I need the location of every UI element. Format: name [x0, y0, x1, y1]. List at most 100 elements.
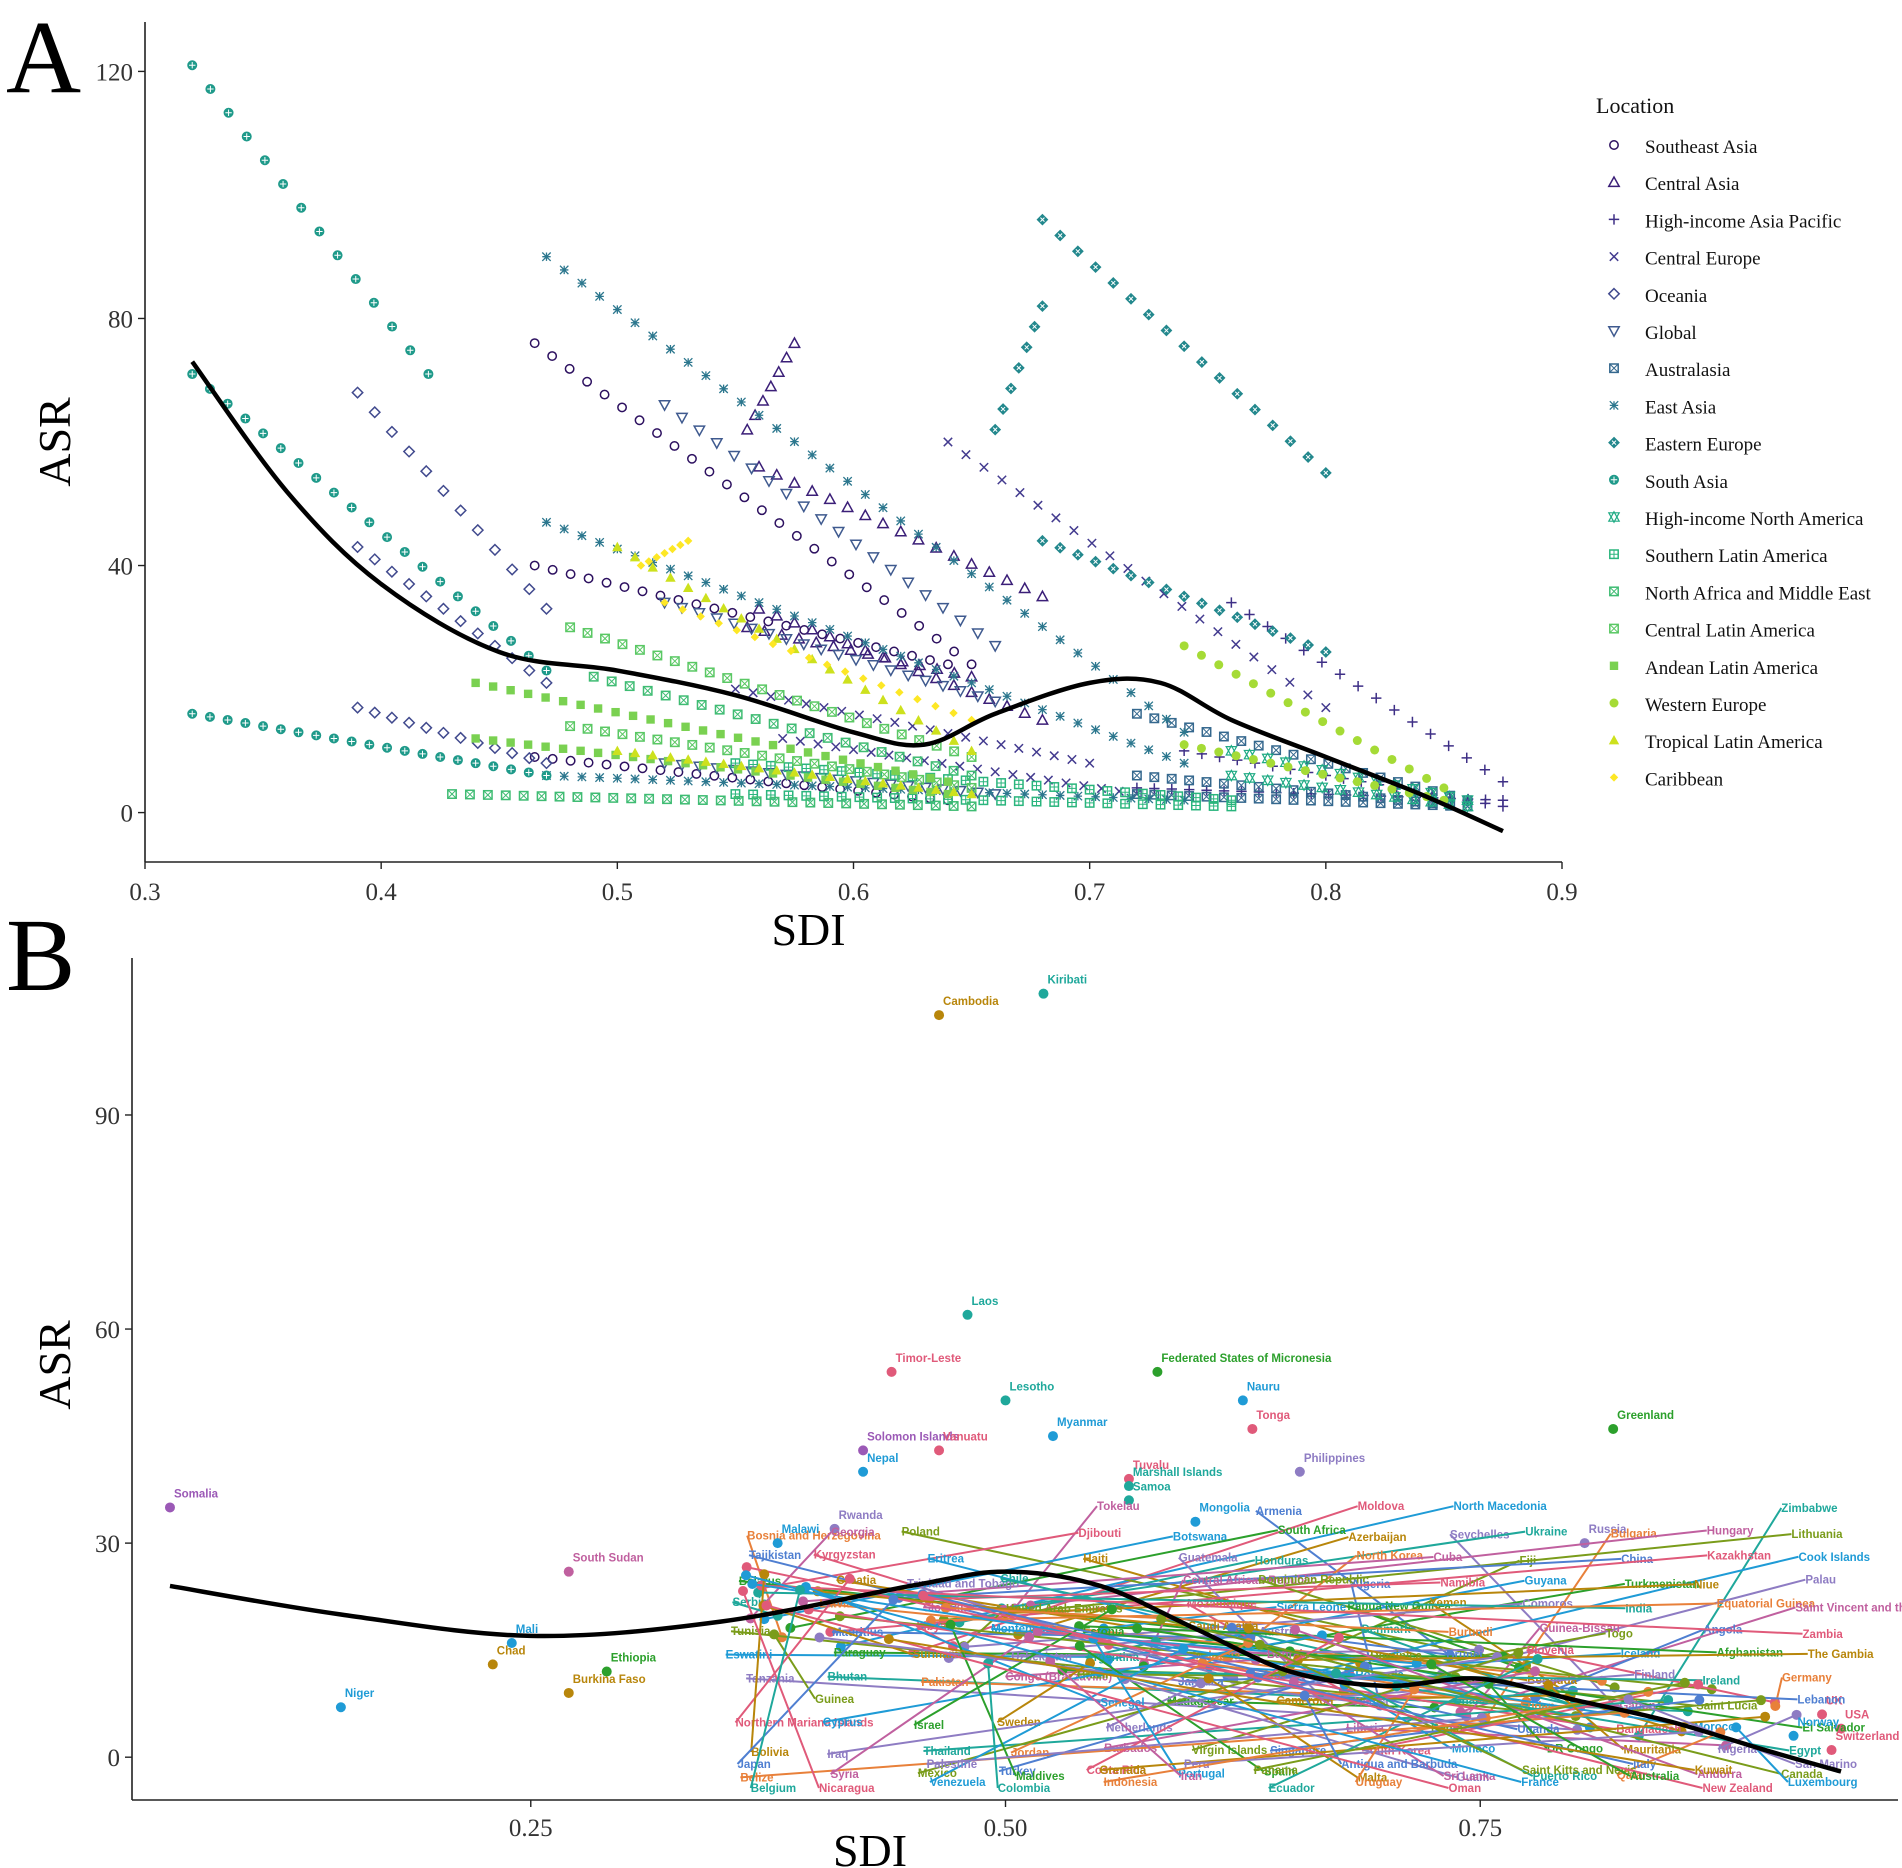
- point-north-africa-and-middle-east: [948, 765, 959, 776]
- point-east-asia: [1002, 691, 1012, 701]
- country-point: [1530, 1666, 1541, 1677]
- point-east-asia: [577, 531, 587, 541]
- point-australasia: [1271, 794, 1282, 805]
- point-australasia: [1323, 796, 1334, 807]
- country-labels: Kiribati Cambodia Laos Timor-Leste Federated…: [164, 975, 1902, 1795]
- point-australasia: [1253, 781, 1264, 792]
- point-central-europe: [960, 732, 971, 742]
- point-southeast-asia: [652, 428, 662, 439]
- point-oceania: [471, 627, 485, 640]
- point-tropical-latin-america: [629, 551, 641, 562]
- point-global: [988, 789, 1002, 801]
- label-leader-line: [926, 1716, 1482, 1765]
- point-global: [884, 564, 898, 577]
- label-leader-line: [1105, 1682, 1202, 1729]
- country-oman: Oman: [761, 1600, 1481, 1795]
- point-high-income-north-america: [1225, 769, 1238, 782]
- point-andean-latin-america: [681, 722, 690, 732]
- point-southeast-asia: [745, 774, 756, 785]
- series-eastern-europe: [989, 213, 1332, 658]
- point-southeast-asia: [582, 376, 593, 387]
- point-high-income-asia-pacific: [1352, 680, 1364, 692]
- point-east-asia: [559, 265, 569, 275]
- point-north-africa-and-middle-east: [588, 671, 599, 682]
- point-australasia: [1271, 745, 1282, 756]
- point-tropical-latin-america: [612, 745, 623, 756]
- point-central-europe: [1015, 487, 1025, 498]
- point-south-asia: [314, 226, 325, 237]
- point-oceania: [419, 721, 433, 735]
- country-point: [858, 1466, 869, 1477]
- point-central-latin-america: [844, 712, 855, 723]
- point-andean-latin-america: [803, 748, 813, 757]
- point-western-europe: [1231, 751, 1241, 761]
- point-eastern-europe: [997, 403, 1009, 415]
- point-andean-latin-america: [751, 737, 760, 746]
- country-label: Mauritius: [832, 1627, 883, 1639]
- point-high-income-asia-pacific: [1480, 794, 1491, 805]
- legend-item-east-asia: East Asia: [1609, 397, 1717, 418]
- point-eastern-europe: [1213, 604, 1226, 617]
- point-australasia: [1288, 794, 1299, 805]
- point-central-latin-america: [669, 737, 680, 748]
- country-point: [1755, 1695, 1766, 1706]
- point-east-asia: [1090, 725, 1101, 735]
- point-southeast-asia: [655, 765, 666, 776]
- point-oceania: [471, 523, 485, 537]
- point-caribbean: [822, 660, 832, 669]
- point-australasia: [1149, 713, 1160, 724]
- country-point: [1331, 1668, 1342, 1679]
- point-east-asia: [772, 779, 782, 790]
- country-point: [1024, 1632, 1035, 1643]
- point-east-asia: [1037, 704, 1048, 715]
- country-somalia: Somalia: [164, 1488, 219, 1513]
- point-high-income-north-america: [1461, 799, 1474, 813]
- label-leader-line: [987, 1663, 999, 1789]
- point-central-europe: [795, 736, 806, 746]
- country-point: [741, 1562, 752, 1573]
- point-oceania: [351, 701, 364, 714]
- point-global: [797, 501, 811, 514]
- point-oceania: [437, 602, 450, 616]
- point-east-asia: [577, 772, 587, 782]
- country-point: [1132, 1623, 1143, 1634]
- point-eastern-europe: [1178, 340, 1191, 353]
- point-east-asia: [736, 591, 746, 601]
- point-central-latin-america: [617, 639, 628, 650]
- point-east-asia: [1090, 661, 1101, 671]
- point-central-europe: [1213, 626, 1223, 637]
- country-burundi: Burundi: [940, 1602, 1493, 1639]
- legend-label: Tropical Latin America: [1645, 732, 1823, 753]
- point-north-africa-and-middle-east: [751, 796, 762, 807]
- country-label: Philippines: [1304, 1453, 1365, 1465]
- country-point: [858, 1445, 869, 1456]
- country-label: Paraguay: [834, 1648, 886, 1660]
- point-southeast-asia: [673, 767, 684, 777]
- legend-label: North Africa and Middle East: [1645, 583, 1872, 604]
- point-north-africa-and-middle-east: [714, 704, 725, 715]
- point-high-income-asia-pacific: [1226, 597, 1237, 608]
- point-caribbean: [714, 619, 723, 628]
- point-australasia: [1201, 777, 1212, 787]
- point-global: [901, 670, 915, 683]
- point-australasia: [1271, 783, 1282, 794]
- point-oceania: [454, 504, 467, 517]
- point-eastern-europe: [1249, 403, 1261, 416]
- point-andean-latin-america: [716, 729, 725, 739]
- point-western-europe: [1179, 740, 1189, 750]
- point-global: [727, 450, 741, 463]
- point-oceania: [454, 731, 467, 745]
- country-point: [1106, 1604, 1117, 1615]
- label-leader-line: [943, 1533, 1792, 1621]
- point-caribbean: [786, 646, 796, 656]
- legend-marker: [1609, 251, 1619, 262]
- point-tropical-latin-america: [895, 704, 906, 715]
- point-southeast-asia: [817, 782, 828, 793]
- point-central-asia: [1018, 581, 1032, 594]
- legend-marker: [1609, 140, 1619, 150]
- country-label: The Gambia: [1808, 1649, 1874, 1661]
- point-central-latin-america: [600, 726, 610, 737]
- label-leader-line: [1465, 1627, 1541, 1717]
- panel-a-trend-line: [190, 360, 1504, 834]
- point-western-europe: [1266, 758, 1276, 768]
